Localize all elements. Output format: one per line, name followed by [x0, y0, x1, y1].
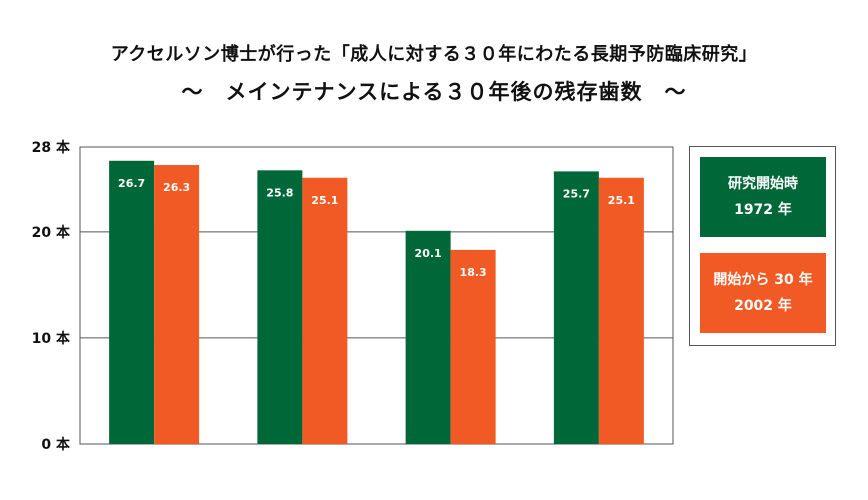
bar [450, 249, 496, 444]
bar [154, 165, 200, 444]
bar [302, 177, 348, 444]
bar-value-label: 25.1 [608, 194, 635, 207]
bar [405, 230, 451, 444]
legend-item-2002-year: 2002 年 [734, 298, 792, 314]
y-tick-label: 0 本 [41, 436, 71, 453]
legend: 研究開始時 1972 年 開始から 30 年 2002 年 [689, 146, 836, 346]
y-tick-label: 20 本 [32, 224, 71, 241]
chart-title: アクセルソン博士が行った「成人に対する３０年にわたる長期予防臨床研究」 [110, 44, 758, 65]
bar [257, 170, 303, 445]
bar-value-label: 25.8 [266, 186, 293, 199]
chart-subtitle: ～ メインテナンスによる３０年後の残存歯数 ～ [181, 80, 687, 104]
legend-item-1972: 研究開始時 1972 年 [700, 157, 826, 237]
bar-value-label: 18.3 [460, 266, 487, 279]
y-tick-label: 10 本 [32, 330, 71, 347]
legend-item-1972-label: 研究開始時 [728, 176, 798, 192]
legend-item-2002-label: 開始から 30 年 [713, 272, 813, 288]
bar [598, 177, 644, 444]
bar-value-label: 25.7 [563, 187, 590, 200]
y-tick-label: 28 本 [32, 139, 71, 156]
bar-value-label: 26.7 [118, 177, 145, 190]
bar [109, 160, 155, 444]
legend-item-1972-year: 1972 年 [734, 202, 792, 218]
bar-value-label: 25.1 [311, 194, 338, 207]
bar-value-label: 26.3 [163, 181, 190, 194]
bar [553, 171, 599, 444]
bar-value-label: 20.1 [415, 247, 442, 260]
legend-item-2002: 開始から 30 年 2002 年 [700, 253, 826, 333]
